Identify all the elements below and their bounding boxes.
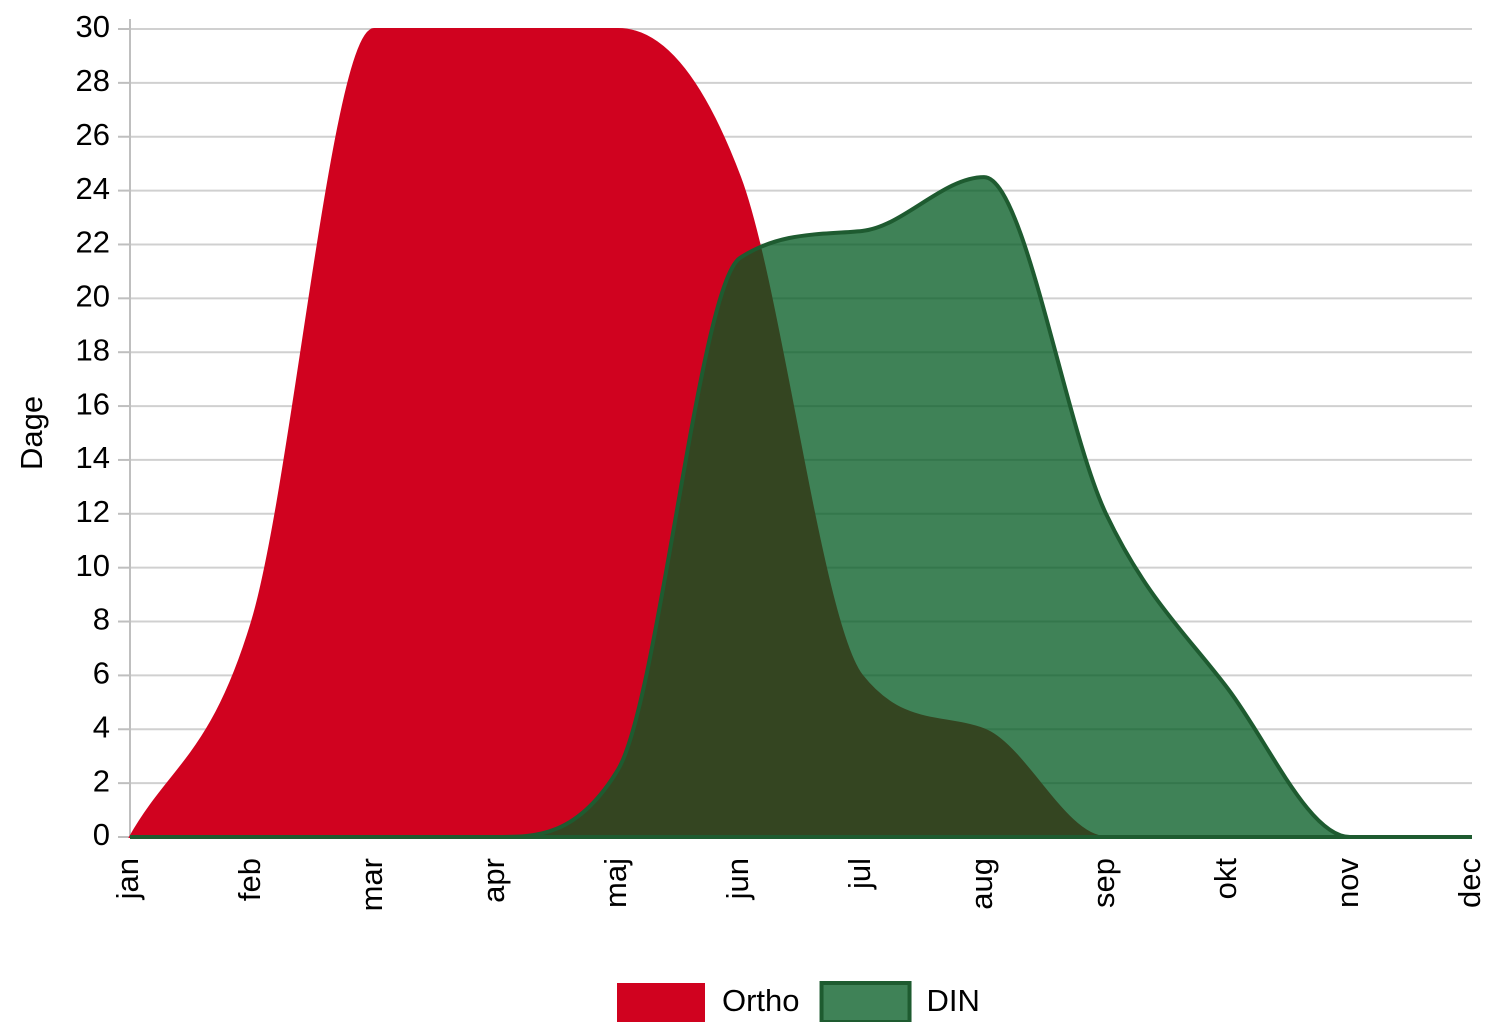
x-tick-label: dec bbox=[1452, 858, 1487, 908]
x-tick-label: sep bbox=[1086, 858, 1121, 908]
legend-swatch bbox=[819, 981, 912, 1022]
y-tick-label: 0 bbox=[93, 817, 110, 852]
y-tick-label: 22 bbox=[76, 225, 110, 260]
x-tick-label: feb bbox=[232, 858, 267, 901]
y-tick-label: 16 bbox=[76, 386, 110, 421]
y-tick-label: 26 bbox=[76, 117, 110, 152]
x-tick-label: aug bbox=[964, 858, 999, 910]
y-tick-label: 6 bbox=[93, 656, 110, 691]
y-tick-label: 12 bbox=[76, 494, 110, 529]
x-tick-label: apr bbox=[476, 858, 511, 903]
x-tick-label: maj bbox=[598, 858, 633, 908]
y-tick-label: 2 bbox=[93, 763, 110, 798]
x-tick-label: okt bbox=[1208, 858, 1243, 900]
y-tick-label: 30 bbox=[76, 9, 110, 44]
y-tick-label: 20 bbox=[76, 279, 110, 314]
legend-swatch bbox=[617, 983, 705, 1022]
legend-label: DIN bbox=[927, 983, 980, 1018]
y-tick-label: 24 bbox=[76, 171, 110, 206]
x-tick-label: jun bbox=[720, 858, 755, 900]
area bbox=[130, 175, 1472, 840]
legend-label: Ortho bbox=[722, 983, 800, 1018]
x-tick-label: jul bbox=[842, 858, 877, 890]
y-tick-label: 18 bbox=[76, 332, 110, 367]
y-tick-label: 10 bbox=[76, 548, 110, 583]
y-axis-label: Dage bbox=[14, 396, 49, 470]
y-tick-label: 8 bbox=[93, 602, 110, 637]
x-tick-label: jan bbox=[110, 858, 145, 900]
y-tick-label: 14 bbox=[76, 440, 110, 475]
y-tick-label: 28 bbox=[76, 63, 110, 98]
x-tick-label: nov bbox=[1330, 858, 1365, 908]
x-tick-label: mar bbox=[354, 858, 389, 911]
y-tick-label: 4 bbox=[93, 709, 110, 744]
